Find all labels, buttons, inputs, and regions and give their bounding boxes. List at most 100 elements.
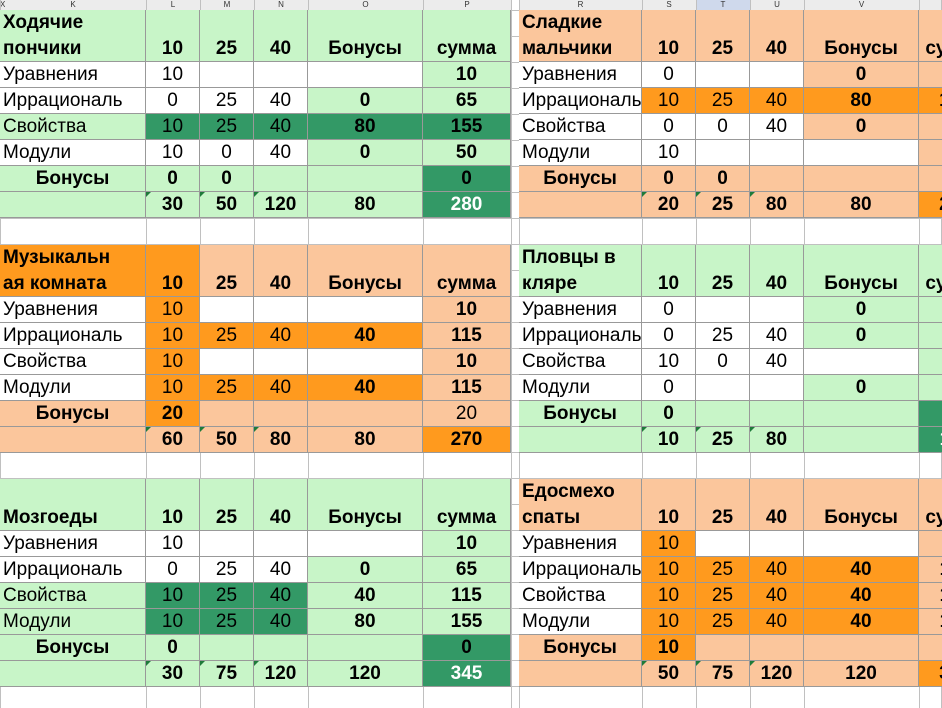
score-cell[interactable]: 0 <box>804 62 919 88</box>
score-cell[interactable]: 10 <box>423 62 511 88</box>
bonus-cell[interactable] <box>696 635 750 661</box>
team-title[interactable]: Сладкие мальчики <box>519 10 642 62</box>
column-heading[interactable]: Бонусы <box>804 10 919 62</box>
column-header-l[interactable]: L <box>146 0 200 10</box>
score-cell[interactable]: 10 <box>146 62 200 88</box>
score-cell[interactable]: 0 <box>642 297 696 323</box>
column-heading[interactable]: Бонусы <box>308 479 423 531</box>
score-cell[interactable]: 80 <box>308 114 423 140</box>
score-cell[interactable]: 50 <box>919 349 942 375</box>
total-cell[interactable]: 60 <box>146 427 200 453</box>
total-sum[interactable]: 270 <box>423 427 511 453</box>
total-cell[interactable]: 80 <box>804 192 919 218</box>
score-cell[interactable]: 115 <box>423 583 511 609</box>
total-cell[interactable]: 50 <box>200 427 254 453</box>
team-title[interactable]: Мозгоеды <box>0 479 146 531</box>
total-label[interactable] <box>519 661 642 687</box>
total-label[interactable] <box>519 427 642 453</box>
score-cell[interactable]: 40 <box>254 557 308 583</box>
total-cell[interactable]: 120 <box>308 661 423 687</box>
total-cell[interactable]: 80 <box>254 427 308 453</box>
score-cell[interactable]: 40 <box>804 609 919 635</box>
row-label[interactable]: Свойства <box>519 583 642 609</box>
score-cell[interactable]: 65 <box>423 557 511 583</box>
column-header-t[interactable]: T <box>696 0 750 10</box>
column-heading[interactable]: 40 <box>750 245 804 297</box>
score-cell[interactable]: 50 <box>423 140 511 166</box>
score-cell[interactable]: 40 <box>254 323 308 349</box>
score-cell[interactable]: 25 <box>200 114 254 140</box>
score-cell[interactable]: 10 <box>919 140 942 166</box>
score-cell[interactable]: 0 <box>804 375 919 401</box>
bonus-cell[interactable] <box>308 166 423 192</box>
score-cell[interactable]: 40 <box>254 88 308 114</box>
column-header-s[interactable]: S <box>642 0 696 10</box>
column-heading[interactable]: 10 <box>146 245 200 297</box>
bonus-cell[interactable]: 10 <box>642 635 696 661</box>
bonus-cell[interactable] <box>750 635 804 661</box>
row-label[interactable]: Иррациональ <box>0 323 146 349</box>
column-heading[interactable]: 25 <box>696 10 750 62</box>
score-cell[interactable]: 25 <box>200 557 254 583</box>
score-cell[interactable] <box>200 297 254 323</box>
score-cell[interactable] <box>308 531 423 557</box>
bonus-cell[interactable] <box>804 401 919 427</box>
column-header-k[interactable]: K <box>0 0 146 10</box>
score-cell[interactable]: 10 <box>642 531 696 557</box>
total-cell[interactable]: 10 <box>642 427 696 453</box>
score-cell[interactable]: 0 <box>804 323 919 349</box>
score-cell[interactable] <box>696 531 750 557</box>
score-cell[interactable]: 115 <box>919 557 942 583</box>
score-cell[interactable]: 10 <box>146 349 200 375</box>
column-heading[interactable]: 10 <box>642 10 696 62</box>
row-label[interactable]: Модули <box>0 609 146 635</box>
bonus-cell[interactable] <box>750 401 804 427</box>
row-label[interactable]: Свойства <box>0 114 146 140</box>
score-cell[interactable]: 40 <box>750 88 804 114</box>
total-cell[interactable]: 80 <box>308 427 423 453</box>
column-header-w[interactable]: W <box>919 0 942 10</box>
score-cell[interactable]: 10 <box>146 323 200 349</box>
score-cell[interactable]: 0 <box>308 140 423 166</box>
bonus-cell[interactable] <box>254 401 308 427</box>
score-cell[interactable]: 155 <box>919 88 942 114</box>
row-label[interactable]: Модули <box>0 140 146 166</box>
row-label[interactable]: Уравнения <box>0 62 146 88</box>
score-cell[interactable]: 0 <box>146 557 200 583</box>
bonus-label[interactable]: Бонусы <box>519 401 642 427</box>
bonus-cell[interactable]: 0 <box>200 166 254 192</box>
column-header-m[interactable]: M <box>200 0 254 10</box>
score-cell[interactable]: 40 <box>750 323 804 349</box>
row-label[interactable]: Иррациональ <box>519 88 642 114</box>
score-cell[interactable]: 0 <box>919 297 942 323</box>
team-title[interactable]: Пловцы в кляре <box>519 245 642 297</box>
score-cell[interactable]: 80 <box>804 88 919 114</box>
total-cell[interactable]: 50 <box>200 192 254 218</box>
column-heading[interactable]: Бонусы <box>804 245 919 297</box>
column-heading[interactable]: 25 <box>200 479 254 531</box>
score-cell[interactable]: 25 <box>696 557 750 583</box>
score-cell[interactable]: 40 <box>750 583 804 609</box>
total-cell[interactable]: 75 <box>200 661 254 687</box>
column-heading[interactable]: сумма <box>919 245 942 297</box>
row-label[interactable]: Свойства <box>0 349 146 375</box>
score-cell[interactable]: 10 <box>146 609 200 635</box>
score-cell[interactable]: 10 <box>642 557 696 583</box>
bonus-cell[interactable] <box>919 635 942 661</box>
score-cell[interactable]: 0 <box>642 323 696 349</box>
column-heading[interactable]: 25 <box>200 245 254 297</box>
column-header-o[interactable]: O <box>308 0 423 10</box>
score-cell[interactable]: 0 <box>919 62 942 88</box>
team-title[interactable]: Едосмехо спаты <box>519 479 642 531</box>
score-cell[interactable] <box>308 62 423 88</box>
column-heading[interactable]: сумма <box>919 479 942 531</box>
score-cell[interactable]: 10 <box>423 531 511 557</box>
score-cell[interactable]: 40 <box>919 114 942 140</box>
score-cell[interactable]: 10 <box>423 297 511 323</box>
score-cell[interactable]: 0 <box>804 114 919 140</box>
team-title[interactable]: Музыкальн ая комната <box>0 245 146 297</box>
row-label[interactable]: Свойства <box>519 349 642 375</box>
score-cell[interactable]: 25 <box>200 88 254 114</box>
bonus-cell[interactable] <box>919 166 942 192</box>
total-cell[interactable]: 120 <box>804 661 919 687</box>
